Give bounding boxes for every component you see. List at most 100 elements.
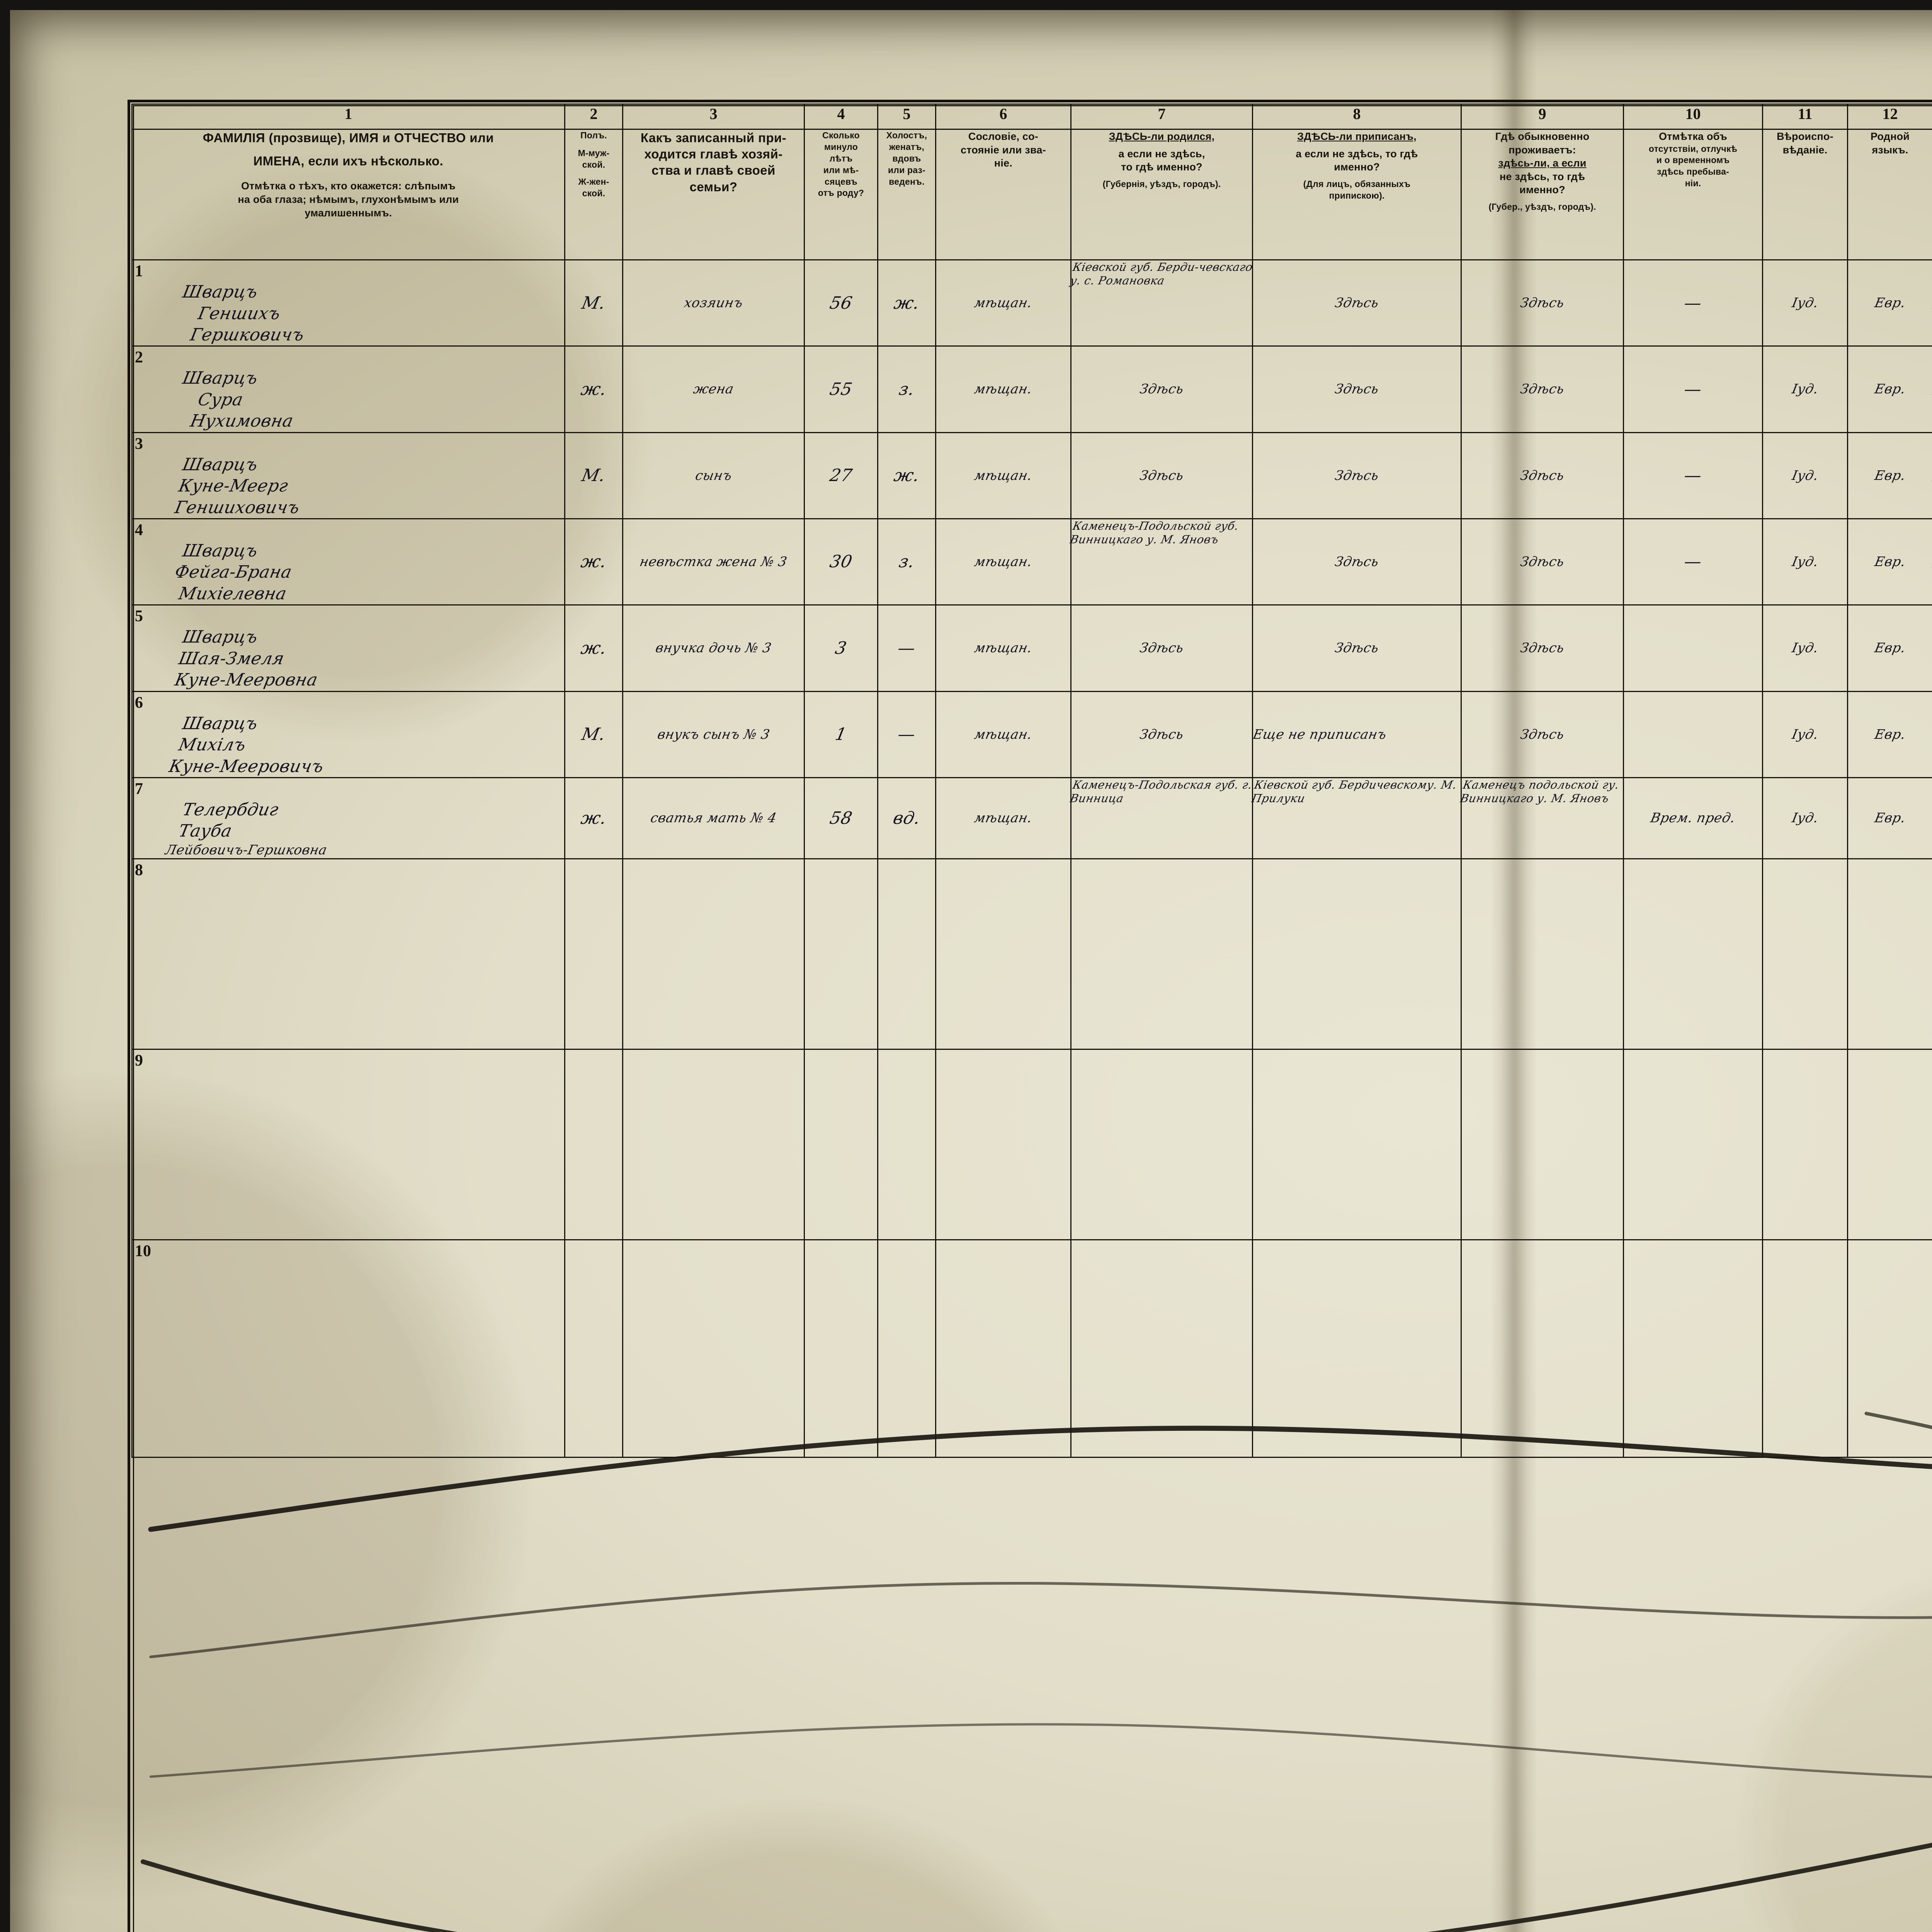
cell-religion[interactable]: Іуд.: [1762, 690, 1848, 778]
cell-language[interactable]: Евр.: [1847, 690, 1932, 778]
cell-registered[interactable]: Здѣсь: [1252, 345, 1462, 433]
cell-absence[interactable]: [1623, 1239, 1763, 1458]
cell-name[interactable]: 10: [131, 1239, 565, 1458]
cell-religion[interactable]: Іуд.: [1762, 432, 1848, 520]
table-row[interactable]: 10 1 2: [131, 1239, 1932, 1458]
cell-marital[interactable]: [877, 1049, 936, 1240]
cell-absence[interactable]: —: [1623, 518, 1763, 606]
table-row[interactable]: 4 Шварцъ Фейга-Брана Михiелевна ж. невѣс…: [131, 518, 1932, 606]
cell-relation[interactable]: [622, 1239, 805, 1458]
cell-absence[interactable]: [1623, 1049, 1763, 1240]
cell-age[interactable]: 56: [804, 259, 878, 347]
cell-birthplace[interactable]: [1070, 1239, 1253, 1458]
cell-residence[interactable]: [1461, 858, 1624, 1050]
cell-religion[interactable]: Іуд.: [1762, 604, 1848, 692]
table-row[interactable]: 6 Шварцъ Михілъ Куне-Мееровичъ М. внукъ …: [131, 690, 1932, 778]
cell-name[interactable]: 8: [131, 858, 565, 1050]
cell-residence[interactable]: Здѣсь: [1461, 432, 1624, 520]
cell-age[interactable]: 27: [804, 432, 878, 520]
cell-relation[interactable]: невѣстка жена № 3: [622, 518, 805, 606]
cell-registered[interactable]: [1252, 1049, 1462, 1240]
cell-name[interactable]: 4 Шварцъ Фейга-Брана Михiелевна: [131, 518, 565, 606]
cell-sex[interactable]: [564, 1049, 623, 1240]
cell-sex[interactable]: М.: [564, 432, 623, 520]
cell-age[interactable]: 3: [804, 604, 878, 692]
cell-name[interactable]: 9: [131, 1049, 565, 1240]
cell-absence[interactable]: —: [1623, 432, 1763, 520]
cell-birthplace[interactable]: Здѣсь: [1070, 604, 1253, 692]
cell-absence[interactable]: Врем. пред.: [1623, 777, 1763, 860]
cell-estate[interactable]: [935, 1049, 1071, 1240]
cell-estate[interactable]: мѣщан.: [935, 432, 1071, 520]
cell-relation[interactable]: сынъ: [622, 432, 805, 520]
cell-marital[interactable]: з.: [877, 518, 936, 606]
cell-religion[interactable]: Іуд.: [1762, 259, 1848, 347]
cell-language[interactable]: [1847, 858, 1932, 1050]
cell-name[interactable]: 5 Шварцъ Шая-Змеля Куне-Мееровна: [131, 604, 565, 692]
cell-name[interactable]: 6 Шварцъ Михілъ Куне-Мееровичъ: [131, 690, 565, 778]
cell-absence[interactable]: —: [1623, 345, 1763, 433]
cell-religion[interactable]: Іуд.: [1762, 518, 1848, 606]
table-row[interactable]: 5 Шварцъ Шая-Змеля Куне-Мееровна ж. внуч…: [131, 604, 1932, 692]
table-row[interactable]: 7 Телербдиг Тауба Лейбовичъ-Гершковна ж.…: [131, 777, 1932, 860]
cell-absence[interactable]: [1623, 690, 1763, 778]
cell-sex[interactable]: ж.: [564, 777, 623, 860]
cell-language[interactable]: Евр.: [1847, 259, 1932, 347]
table-row[interactable]: 3 Шварцъ Куне-Меерг Геншиховичъ М. сынъ …: [131, 432, 1932, 520]
cell-registered[interactable]: Здѣсь: [1252, 518, 1462, 606]
table-row[interactable]: 1 Шварцъ Геншихъ Гершковичъ М. хозяинъ 5…: [131, 259, 1932, 347]
cell-registered[interactable]: Здѣсь: [1252, 259, 1462, 347]
cell-estate[interactable]: мѣщан.: [935, 518, 1071, 606]
cell-age[interactable]: [804, 1049, 878, 1240]
cell-marital[interactable]: ж.: [877, 259, 936, 347]
cell-registered[interactable]: Здѣсь: [1252, 604, 1462, 692]
cell-marital[interactable]: —: [877, 604, 936, 692]
cell-estate[interactable]: мѣщан.: [935, 345, 1071, 433]
cell-language[interactable]: Евр.: [1847, 345, 1932, 433]
cell-religion[interactable]: [1762, 1049, 1848, 1240]
cell-marital[interactable]: вд.: [877, 777, 936, 860]
cell-language[interactable]: [1847, 1239, 1932, 1458]
cell-age[interactable]: [804, 858, 878, 1050]
cell-language[interactable]: Евр.: [1847, 777, 1932, 860]
cell-religion[interactable]: Іуд.: [1762, 777, 1848, 860]
cell-language[interactable]: Евр.: [1847, 604, 1932, 692]
cell-relation[interactable]: [622, 1049, 805, 1240]
cell-relation[interactable]: внучка дочь № 3: [622, 604, 805, 692]
cell-age[interactable]: 58: [804, 777, 878, 860]
cell-birthplace[interactable]: Здѣсь: [1070, 432, 1253, 520]
cell-residence[interactable]: Здѣсь: [1461, 604, 1624, 692]
cell-estate[interactable]: мѣщан.: [935, 690, 1071, 778]
cell-age[interactable]: [804, 1239, 878, 1458]
table-row[interactable]: 9 1 2: [131, 1049, 1932, 1240]
cell-age[interactable]: 1: [804, 690, 878, 778]
cell-marital[interactable]: —: [877, 690, 936, 778]
cell-birthplace[interactable]: Каменецъ-Подольской губ. Винницкаго у. М…: [1069, 518, 1253, 606]
cell-estate[interactable]: мѣщан.: [935, 259, 1071, 347]
cell-estate[interactable]: мѣщан.: [935, 604, 1071, 692]
cell-residence[interactable]: Здѣсь: [1461, 690, 1624, 778]
cell-residence[interactable]: [1461, 1049, 1624, 1240]
table-row[interactable]: 8 1 2: [131, 858, 1932, 1050]
cell-relation[interactable]: хозяинъ: [622, 259, 805, 347]
cell-registered[interactable]: Еще не приписанъ: [1252, 690, 1462, 778]
cell-sex[interactable]: ж.: [564, 604, 623, 692]
cell-sex[interactable]: ж.: [564, 345, 623, 433]
cell-absence[interactable]: —: [1623, 259, 1763, 347]
cell-marital[interactable]: [877, 858, 936, 1050]
cell-age[interactable]: 30: [804, 518, 878, 606]
cell-absence[interactable]: [1623, 858, 1763, 1050]
cell-residence[interactable]: Здѣсь: [1461, 518, 1624, 606]
cell-birthplace[interactable]: [1070, 1049, 1253, 1240]
cell-marital[interactable]: [877, 1239, 936, 1458]
cell-birthplace[interactable]: Каменецъ-Подольская губ. г. Винница: [1069, 777, 1253, 860]
cell-relation[interactable]: внукъ сынъ № 3: [622, 690, 805, 778]
table-row[interactable]: 2 Шварцъ Сура Нухимовна ж. жена 55 з. мѣ…: [131, 345, 1932, 433]
cell-marital[interactable]: з.: [877, 345, 936, 433]
cell-absence[interactable]: [1623, 604, 1763, 692]
cell-registered[interactable]: [1252, 1239, 1462, 1458]
cell-residence[interactable]: Здѣсь: [1461, 345, 1624, 433]
cell-relation[interactable]: жена: [622, 345, 805, 433]
cell-estate[interactable]: мѣщан.: [935, 777, 1071, 860]
cell-age[interactable]: 55: [804, 345, 878, 433]
